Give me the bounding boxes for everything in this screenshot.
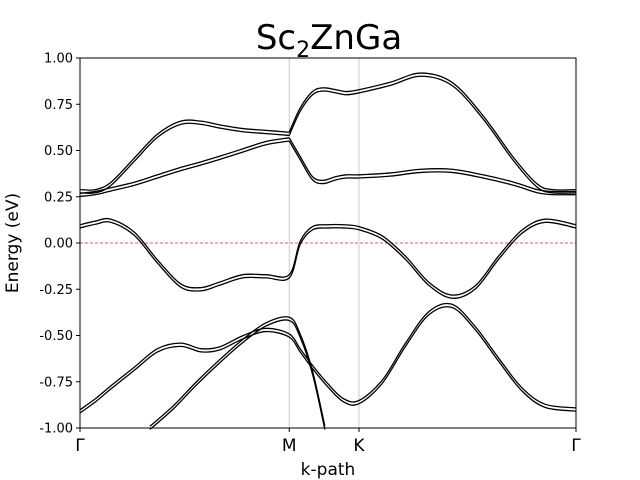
band-line	[80, 221, 576, 299]
y-tick-label: -1.00	[39, 422, 73, 437]
y-tick-label: 0.75	[44, 98, 73, 113]
band-line	[80, 140, 290, 198]
kpoint-label: K	[353, 436, 365, 456]
band-line	[80, 137, 290, 194]
band-line	[288, 72, 576, 191]
y-tick-label: 0.50	[44, 144, 73, 159]
band-line	[149, 319, 326, 430]
band-line	[80, 302, 576, 411]
y-axis-label: Energy (eV)	[3, 193, 23, 293]
kpoint-label: Γ	[75, 436, 85, 456]
y-tick-label: 1.00	[44, 52, 73, 67]
band-line	[288, 75, 576, 194]
y-tick-label: -0.25	[39, 283, 73, 298]
y-tick-label: -0.50	[39, 329, 73, 344]
band-line	[288, 137, 576, 193]
band-line	[80, 122, 290, 194]
band-line	[149, 316, 326, 427]
band-lines-group	[80, 72, 576, 430]
chart-title: Sc2ZnGa	[256, 18, 402, 63]
kpoint-label: M	[282, 436, 297, 456]
y-tick-label: 0.25	[44, 190, 73, 205]
band-line	[80, 306, 576, 414]
y-axis-ticks: -1.00 -0.75 -0.50 -0.25 0.00 0.25 0.50 0.75 1.00	[39, 52, 80, 437]
y-tick-label: 0.00	[44, 237, 73, 252]
band-line	[288, 140, 576, 196]
band-line	[80, 119, 290, 191]
x-axis-label: k-path	[301, 460, 356, 480]
band-line	[80, 217, 576, 296]
y-tick-label: -0.75	[39, 375, 73, 390]
kpoint-label: Γ	[571, 436, 581, 456]
kpoint-gridlines	[288, 58, 360, 428]
